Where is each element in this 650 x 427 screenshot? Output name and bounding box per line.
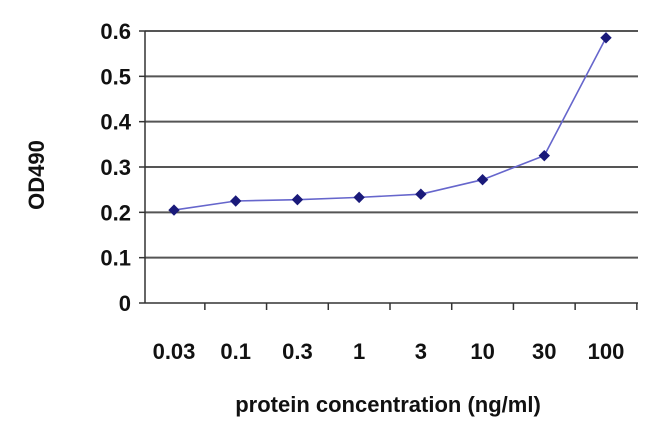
x-tick-label: 10 <box>470 339 494 364</box>
x-tick-label: 100 <box>588 339 625 364</box>
data-point <box>230 195 242 207</box>
data-point <box>291 193 304 206</box>
x-axis-title: protein concentration (ng/ml) <box>235 392 541 417</box>
data-point <box>600 32 612 44</box>
x-tick-label: 1 <box>353 339 365 364</box>
x-tick-label: 0.3 <box>282 339 313 364</box>
series-line <box>173 37 607 211</box>
axes <box>139 30 638 310</box>
data-point <box>168 204 180 216</box>
x-tick-labels: 0.03 0.1 0.3 1 3 10 30 100 <box>153 339 625 364</box>
x-tick-label: 0.03 <box>153 339 196 364</box>
y-tick-labels: 0 0.1 0.2 0.3 0.4 0.5 0.6 <box>100 19 131 316</box>
y-tick-label: 0.4 <box>100 110 131 135</box>
data-point <box>415 188 427 200</box>
y-tick-label: 0.6 <box>100 19 131 44</box>
data-point <box>538 149 550 162</box>
y-tick-label: 0 <box>119 291 131 316</box>
y-tick-label: 0.5 <box>100 64 131 89</box>
grid-lines <box>145 30 638 259</box>
y-tick-label: 0.1 <box>100 246 131 271</box>
x-tick-label: 0.1 <box>220 339 251 364</box>
y-axis-title: OD490 <box>24 140 49 210</box>
series-layer <box>168 32 612 216</box>
y-tick-label: 0.3 <box>100 155 131 180</box>
data-point <box>476 173 489 186</box>
x-tick-label: 3 <box>415 339 427 364</box>
data-point <box>353 191 365 204</box>
y-tick-label: 0.2 <box>100 200 131 225</box>
x-tick-label: 30 <box>532 339 556 364</box>
